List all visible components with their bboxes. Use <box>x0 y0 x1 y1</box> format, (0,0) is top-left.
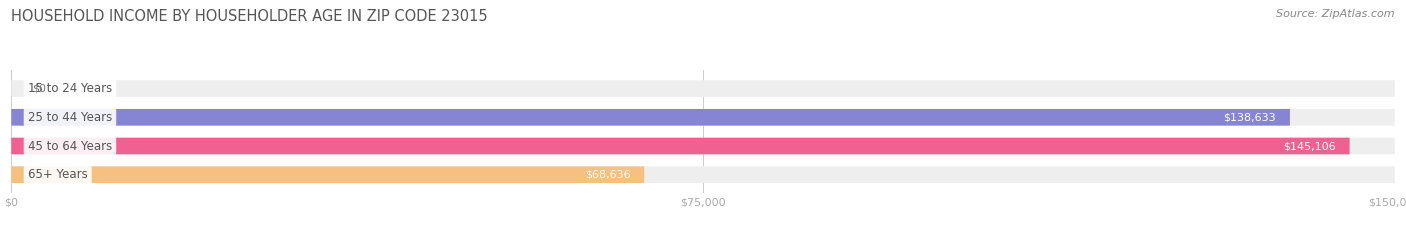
Text: HOUSEHOLD INCOME BY HOUSEHOLDER AGE IN ZIP CODE 23015: HOUSEHOLD INCOME BY HOUSEHOLDER AGE IN Z… <box>11 9 488 24</box>
Text: 25 to 44 Years: 25 to 44 Years <box>28 111 112 124</box>
FancyBboxPatch shape <box>11 166 644 183</box>
Text: Source: ZipAtlas.com: Source: ZipAtlas.com <box>1277 9 1395 19</box>
Text: $145,106: $145,106 <box>1284 141 1336 151</box>
Text: $0: $0 <box>32 84 46 94</box>
Text: 45 to 64 Years: 45 to 64 Years <box>28 140 112 153</box>
Text: 15 to 24 Years: 15 to 24 Years <box>28 82 112 95</box>
FancyBboxPatch shape <box>11 138 1350 154</box>
Text: $68,636: $68,636 <box>585 170 630 180</box>
Text: $138,633: $138,633 <box>1223 112 1277 122</box>
Text: 65+ Years: 65+ Years <box>28 168 87 181</box>
FancyBboxPatch shape <box>11 109 1395 126</box>
FancyBboxPatch shape <box>11 109 1289 126</box>
FancyBboxPatch shape <box>11 166 1395 183</box>
FancyBboxPatch shape <box>11 80 1395 97</box>
FancyBboxPatch shape <box>11 138 1395 154</box>
